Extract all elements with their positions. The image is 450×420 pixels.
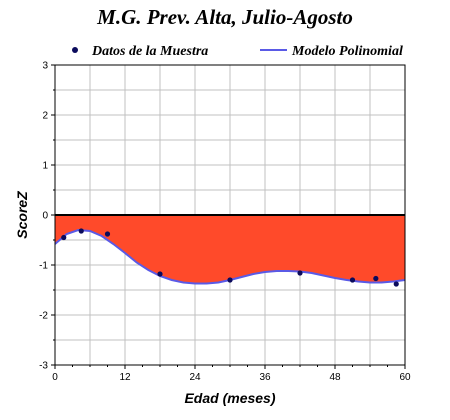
y-tick-label: 0 [42, 211, 48, 222]
x-tick-label: 12 [119, 372, 131, 383]
data-point [61, 234, 67, 241]
data-point [227, 277, 233, 283]
data-point [78, 228, 84, 234]
x-tick-label: 24 [189, 372, 201, 383]
chart-title: M.G. Prev. Alta, Julio-Agosto [96, 5, 353, 29]
legend: Datos de la Muestra Modelo Polinomial [72, 44, 403, 59]
data-point [104, 231, 111, 237]
data-point [393, 281, 399, 287]
data-point [373, 275, 379, 282]
x-tick-label: 36 [259, 372, 271, 383]
legend-label-sample: Datos de la Muestra [91, 44, 208, 59]
y-tick-label: -3 [39, 361, 48, 372]
model-area-fill [55, 215, 405, 284]
data-point [349, 277, 356, 283]
y-tick-label: -2 [39, 311, 48, 322]
y-tick-label: 3 [42, 61, 48, 72]
legend-label-model: Modelo Polinomial [291, 44, 403, 59]
x-axis-label: Edad (meses) [184, 390, 275, 406]
legend-marker-sample [72, 47, 78, 53]
data-point [297, 270, 303, 276]
x-tick-label: 48 [329, 372, 341, 383]
y-tick-label: 2 [42, 111, 48, 122]
x-tick-label: 60 [399, 372, 411, 383]
y-axis-label: ScoreZ [14, 191, 30, 239]
data-point [157, 271, 163, 277]
x-tick-label: 0 [52, 372, 58, 383]
y-tick-label: 1 [42, 161, 48, 172]
y-tick-label: -1 [39, 261, 48, 272]
